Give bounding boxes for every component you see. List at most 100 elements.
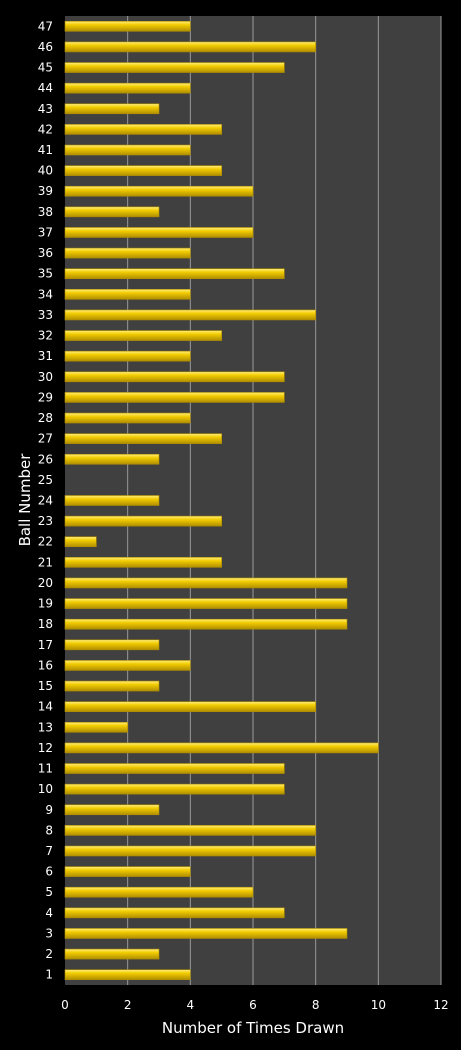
x-tick-label: 2 [124,998,132,1012]
bar-ball-5 [64,886,254,898]
y-tick-label: 10 [38,782,53,796]
y-tick-label: 46 [38,40,53,54]
bar-ball-40 [64,165,222,176]
y-tick-label: 35 [38,267,53,281]
y-tick-label: 23 [38,514,53,528]
bar-ball-46 [64,41,316,53]
y-tick-label: 18 [38,617,53,631]
x-axis-title: Number of Times Drawn [162,1019,344,1037]
y-tick-label: 5 [45,885,53,899]
y-tick-label: 29 [38,390,53,404]
y-tick-label: 7 [45,844,53,858]
bar-ball-36 [64,247,191,259]
bar-ball-6 [64,866,191,877]
bar-ball-1 [64,969,191,980]
y-tick-label: 17 [38,638,53,652]
y-tick-label: 33 [38,308,53,322]
y-tick-label: 38 [38,205,53,219]
bar-ball-14 [64,701,316,712]
bar-ball-29 [64,392,285,403]
bar-ball-45 [64,62,285,73]
bar-ball-18 [64,618,348,630]
x-tick-label: 4 [187,998,195,1012]
bar-ball-44 [64,82,191,94]
bar-ball-43 [64,103,160,115]
bar-ball-10 [64,783,285,795]
y-tick-label: 47 [38,19,53,33]
y-tick-label: 45 [38,61,53,75]
y-tick-label: 26 [38,452,53,466]
bar-ball-32 [64,330,222,341]
y-tick-label: 6 [45,865,53,879]
x-tick-label: 6 [249,998,257,1012]
y-tick-label: 42 [38,122,53,136]
bar-ball-15 [64,680,160,692]
y-tick-label: 32 [38,329,53,343]
x-tick-label: 12 [433,998,448,1012]
x-tick-label: 8 [312,998,320,1012]
y-tick-label: 21 [38,555,53,569]
y-tick-label: 22 [38,535,53,549]
bar-ball-12 [64,742,379,754]
x-tick-label: 10 [371,998,386,1012]
bar-ball-3 [64,928,348,939]
y-tick-label: 44 [38,81,53,95]
bar-ball-34 [64,289,191,300]
y-tick-label: 43 [38,102,53,116]
y-tick-label: 25 [38,473,53,487]
bar-ball-2 [64,948,160,960]
y-tick-label: 41 [38,143,53,157]
bar-ball-28 [64,412,191,424]
bar-ball-31 [64,350,191,362]
bars [64,21,379,980]
bar-ball-42 [64,124,222,135]
bar-ball-33 [64,309,316,321]
y-tick-label: 9 [45,803,53,817]
y-tick-label: 34 [38,287,53,301]
bar-ball-30 [64,371,285,383]
y-tick-label: 15 [38,679,53,693]
bar-ball-37 [64,227,254,238]
y-tick-label: 11 [38,762,53,776]
y-tick-label: 13 [38,720,53,734]
y-tick-label: 3 [45,926,53,940]
y-tick-label: 12 [38,741,53,755]
bar-ball-17 [64,639,160,651]
y-tick-label: 14 [38,700,53,714]
y-tick-label: 1 [45,968,53,982]
gridlines [127,16,442,985]
bar-ball-27 [64,433,222,444]
bar-ball-26 [64,453,160,465]
y-tick-label: 31 [38,349,53,363]
bar-ball-23 [64,515,222,527]
bar-ball-39 [64,185,254,197]
y-tick-label: 24 [38,494,53,508]
bar-ball-19 [64,598,348,609]
bar-ball-9 [64,804,160,816]
bar-ball-11 [64,763,285,774]
x-tick-label: 0 [61,998,69,1012]
y-tick-label: 2 [45,947,53,961]
bar-ball-24 [64,495,160,506]
bar-ball-38 [64,206,160,218]
bar-ball-41 [64,144,191,156]
y-tick-label: 28 [38,411,53,425]
y-tick-label: 39 [38,184,53,198]
y-tick-labels: 1234567891011121314151617181920212223242… [38,19,53,981]
bar-ball-16 [64,660,191,671]
bar-ball-8 [64,825,316,836]
bar-ball-21 [64,557,222,568]
bar-ball-20 [64,577,348,589]
bar-ball-35 [64,268,285,280]
y-tick-label: 16 [38,658,53,672]
bar-ball-22 [64,536,97,548]
bar-ball-7 [64,845,316,857]
y-tick-label: 27 [38,432,53,446]
bar-ball-4 [64,907,285,919]
y-tick-label: 30 [38,370,53,384]
y-tick-label: 37 [38,225,53,239]
y-tick-label: 4 [45,906,53,920]
y-tick-label: 40 [38,164,53,178]
y-tick-label: 8 [45,823,53,837]
bar-ball-47 [64,21,191,32]
